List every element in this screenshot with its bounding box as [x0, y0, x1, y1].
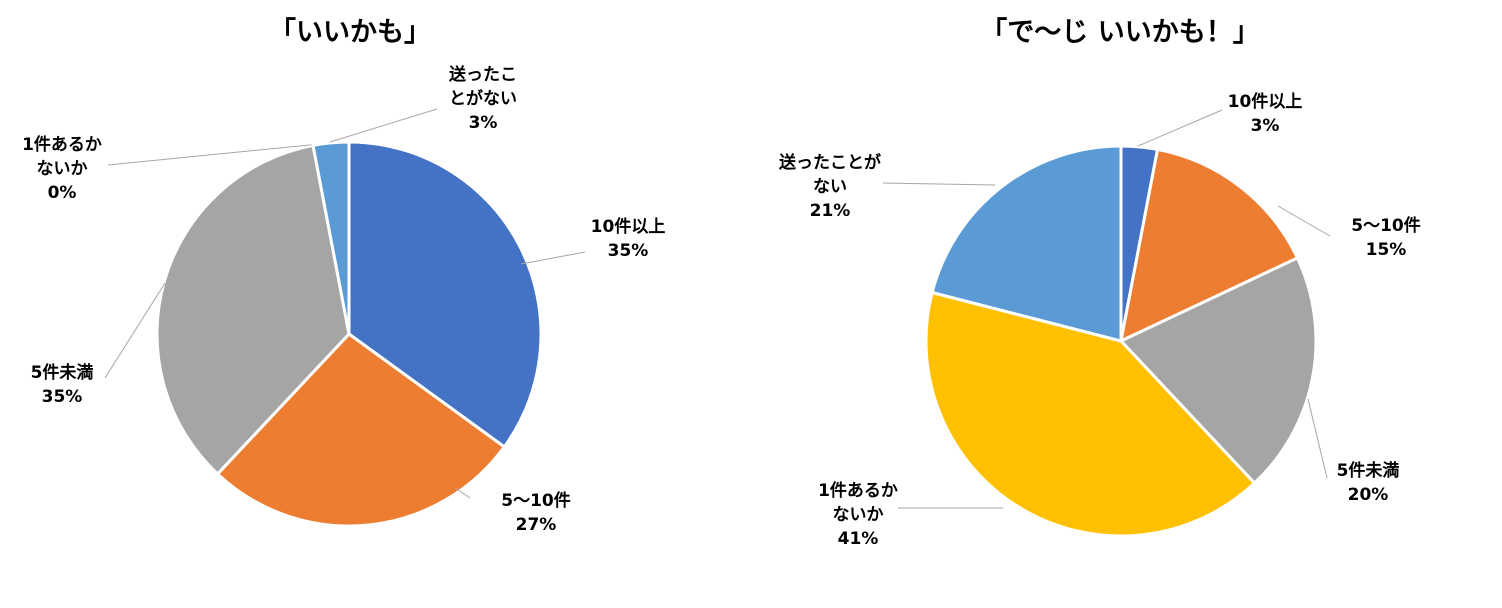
leader-line-1-2 — [1307, 398, 1328, 479]
leader-line-0-0 — [520, 251, 586, 265]
slice-percent: 15% — [1366, 240, 1407, 260]
slice-percent: 21% — [810, 201, 851, 221]
slice-category: とがない — [449, 88, 517, 109]
slice-label-0-0: 10件以上 35% — [591, 216, 666, 261]
slice-category: ないか — [833, 505, 884, 525]
pie-slice-1-4 — [930, 144, 1123, 343]
slice-category: 10件以上 — [1228, 91, 1303, 112]
pie-slice-1-1 — [1118, 147, 1300, 344]
slice-category: ない — [813, 177, 847, 197]
leader-line-0-3 — [107, 142, 331, 166]
slice-category: 5～10件 — [1351, 215, 1421, 236]
slice-label-1-1: 5～10件 15% — [1351, 215, 1421, 260]
pie-slice-0-2 — [155, 143, 351, 477]
leader-line-1-0 — [1137, 109, 1223, 147]
slice-category: 1件あるか — [818, 480, 898, 501]
slice-category: 5件未満 — [1337, 460, 1400, 481]
slice-percent: 41% — [838, 529, 879, 549]
slice-label-0-1: 5～10件 27% — [501, 490, 571, 535]
leader-line-1-4 — [882, 182, 996, 186]
slice-category: 送ったことが — [779, 152, 881, 173]
leader-line-0-2 — [104, 282, 166, 379]
leader-line-0-4 — [329, 108, 438, 143]
slice-percent: 3% — [1251, 116, 1280, 136]
slice-label-0-2: 5件未満 35% — [31, 362, 94, 407]
slice-label-1-0: 10件以上 3% — [1228, 91, 1303, 136]
pie-slice-0-4 — [311, 140, 351, 335]
slice-percent: 35% — [608, 241, 649, 261]
pie-slice-1-2 — [1118, 255, 1318, 486]
chart-title-left: 「いいかも」 — [269, 17, 431, 48]
slice-percent: 27% — [516, 515, 557, 535]
slice-category: 10件以上 — [591, 216, 666, 237]
slice-percent: 3% — [469, 113, 498, 133]
slice-category: 1件あるか — [22, 134, 102, 155]
slice-category: 5件未満 — [31, 362, 94, 383]
slice-category: 5～10件 — [501, 490, 571, 511]
slice-percent: 20% — [1348, 485, 1389, 505]
slice-percent: 0% — [48, 183, 77, 203]
slice-percent: 35% — [42, 387, 83, 407]
pie-slice-0-0 — [347, 140, 543, 449]
chart-title-right: 「で～じ いいかも！」 — [980, 17, 1260, 48]
slice-category: ないか — [37, 159, 88, 179]
pie-slice-0-1 — [215, 332, 507, 528]
leader-line-1-1 — [1277, 205, 1331, 237]
slice-label-1-2: 5件未満 20% — [1337, 460, 1400, 505]
slice-category: 送ったこ — [449, 64, 517, 85]
leader-line-0-1 — [454, 487, 471, 499]
pie-slice-1-3 — [924, 290, 1257, 538]
